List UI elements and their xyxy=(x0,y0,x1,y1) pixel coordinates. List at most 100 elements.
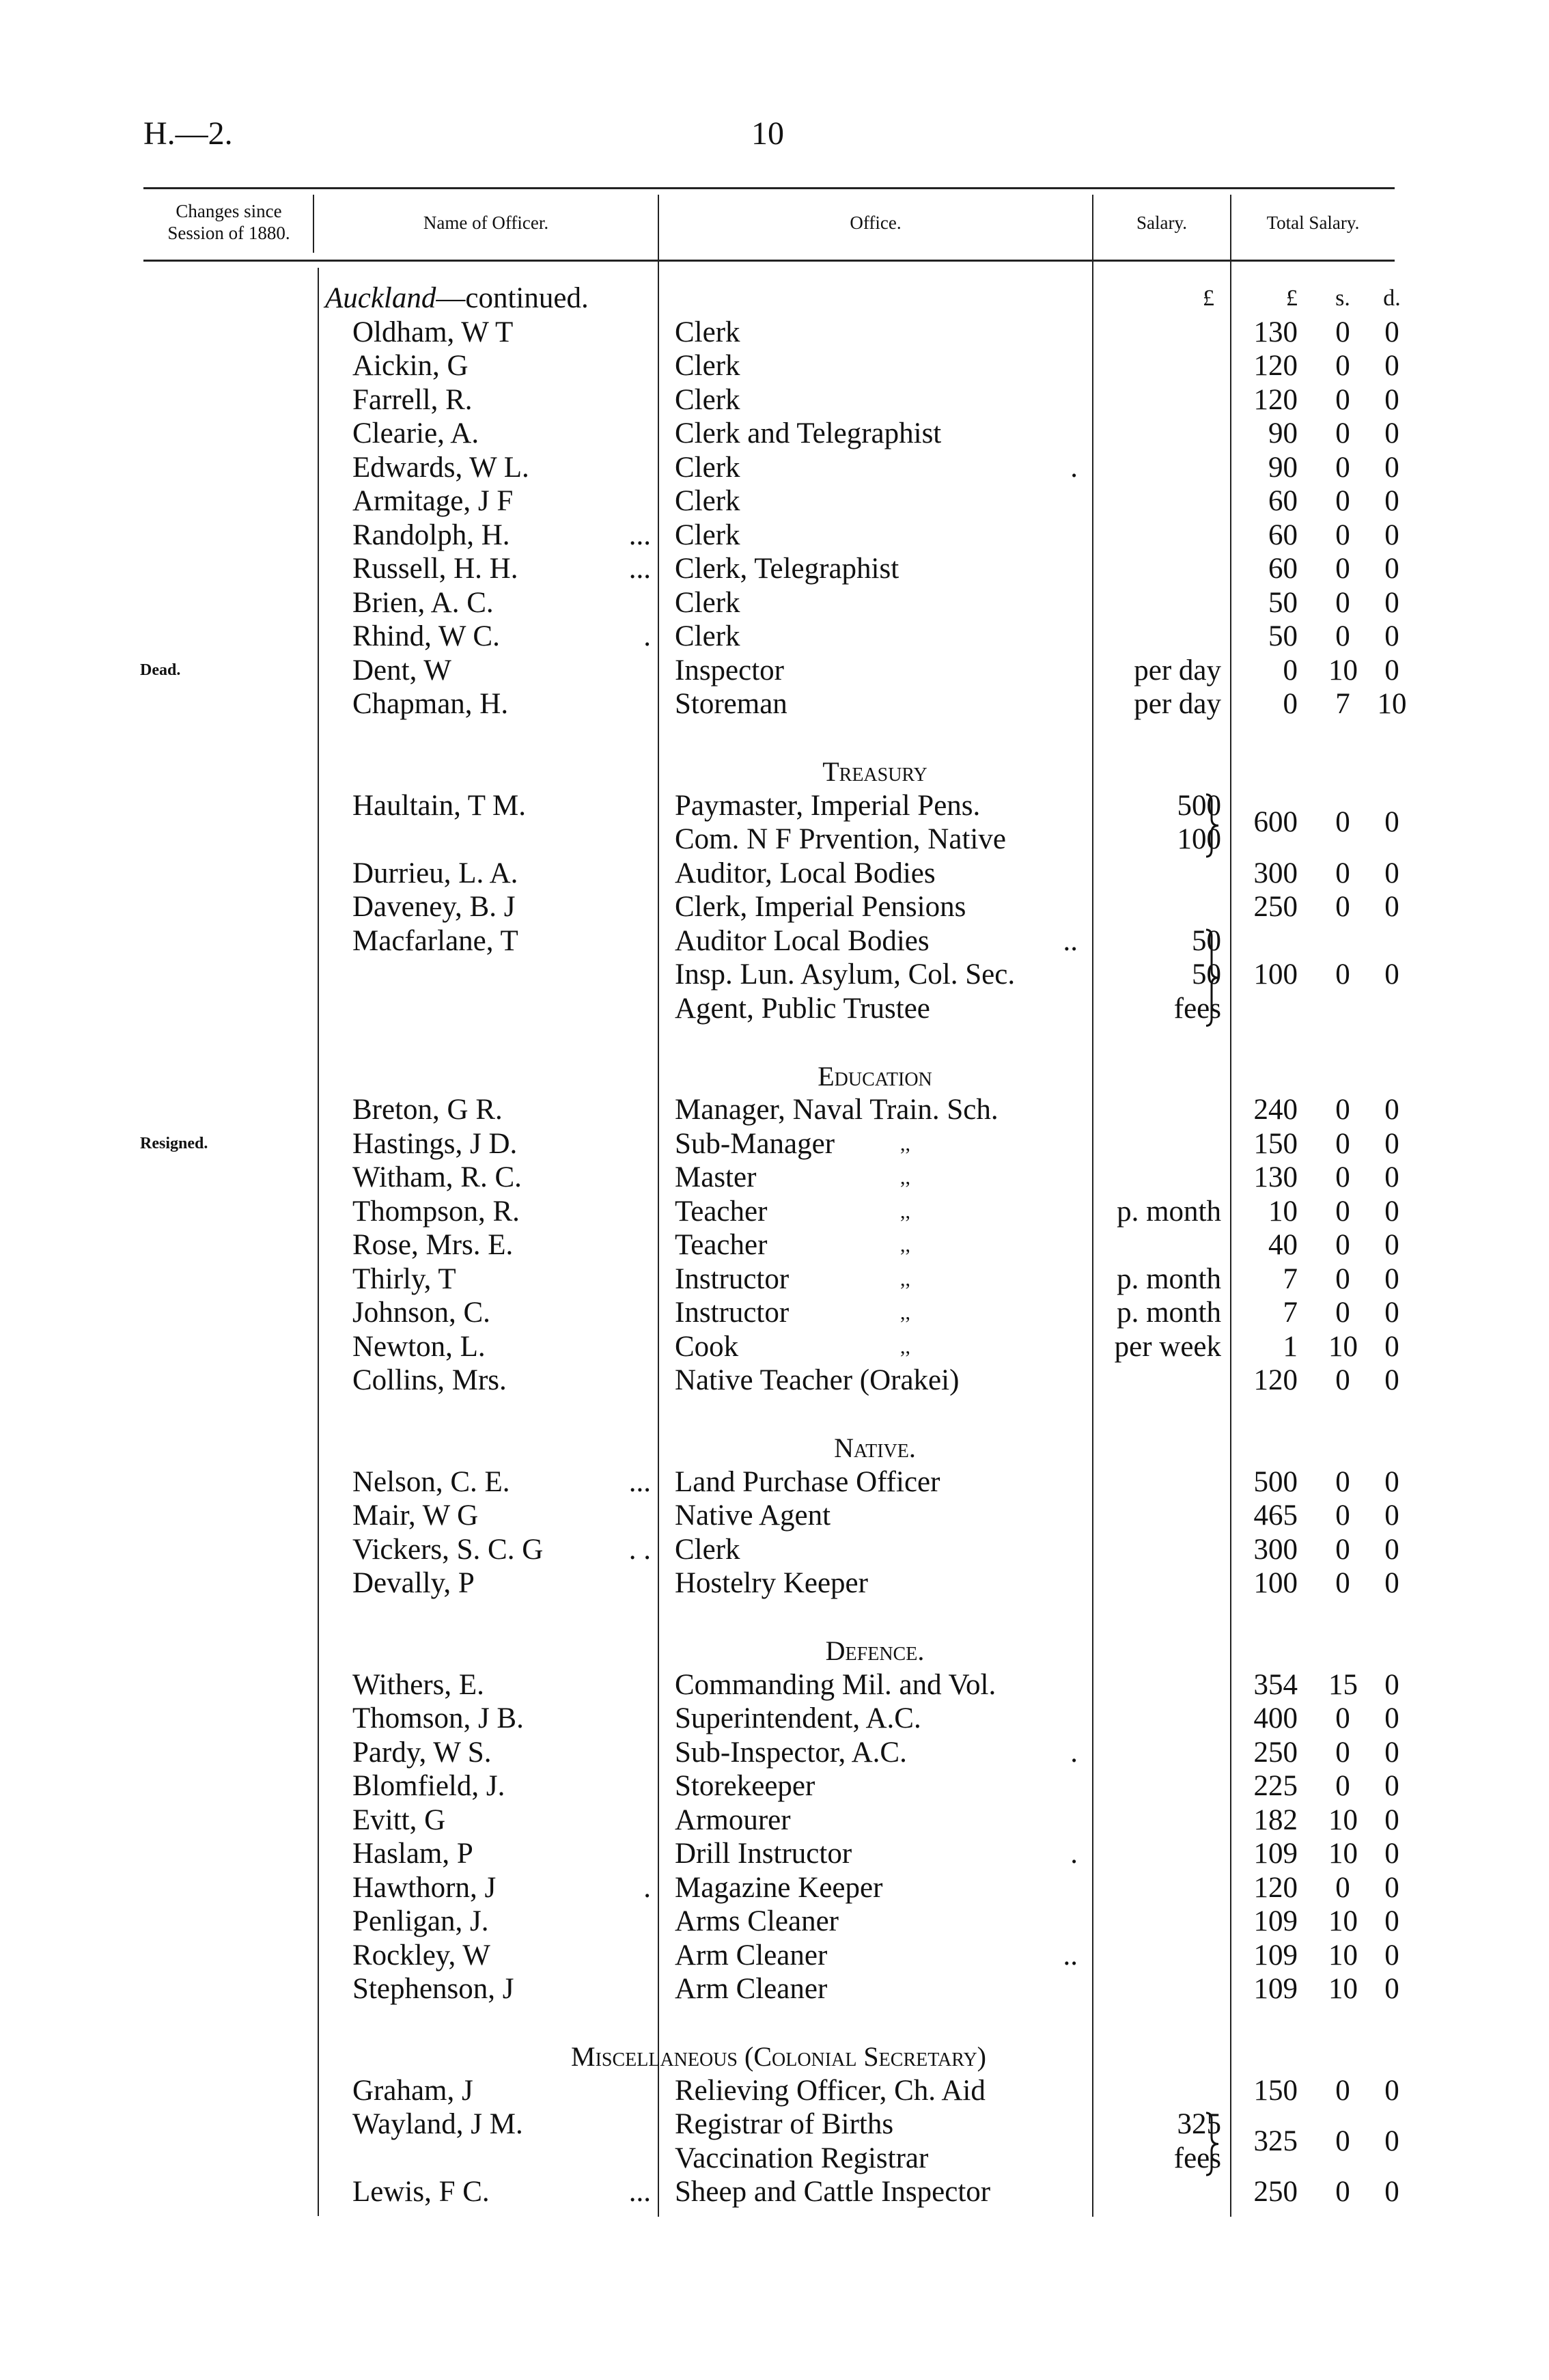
salary-value: p. month xyxy=(1117,1195,1221,1228)
total-pence: 0 xyxy=(1384,1939,1399,1971)
leader-dots: ... xyxy=(628,518,651,551)
total-pence: 10 xyxy=(1377,688,1407,720)
office-title: Clerk xyxy=(675,586,740,619)
total-shillings: 0 xyxy=(1335,518,1350,551)
office-title: Clerk, Telegraphist xyxy=(675,553,899,585)
officer-name: Johnson, C. xyxy=(352,1297,490,1329)
office-title: Storeman xyxy=(675,688,787,720)
total-pence: 0 xyxy=(1384,891,1399,923)
brace-icon xyxy=(1205,928,1219,1027)
section-heading-row: Miscellaneous (Colonial Secretary) xyxy=(0,2040,1549,2074)
table-row: Wayland, J M. Registrar of Births 325 325 0 0 xyxy=(0,2107,1549,2176)
officer-name: Penligan, J. xyxy=(352,1905,489,1937)
office-title: Armourer xyxy=(675,1803,791,1836)
total-shillings: 0 xyxy=(1335,417,1350,449)
total-shillings: 0 xyxy=(1335,586,1350,619)
total-pounds: 130 xyxy=(1253,316,1298,348)
total-pence: 0 xyxy=(1384,1465,1399,1498)
total-pounds: 500 xyxy=(1253,1465,1298,1498)
section-heading-row: Treasury xyxy=(0,755,1549,789)
table-row xyxy=(0,2006,1549,2040)
total-pounds: 250 xyxy=(1253,1736,1298,1769)
table-row: Aickin, G Clerk 120 0 0 xyxy=(0,349,1549,383)
table-row: Dead. Dent, W Inspector per day 0 10 0 xyxy=(0,654,1549,688)
table-row: Oldham, W T Clerk 130 0 0 xyxy=(0,316,1549,350)
salary-value: fees xyxy=(1173,2142,1221,2174)
officer-name: Durrieu, L. A. xyxy=(352,857,518,889)
total-shillings: 0 xyxy=(1335,350,1350,382)
total-pence: 0 xyxy=(1384,586,1399,619)
total-pounds: 182 xyxy=(1253,1803,1298,1836)
column-header-name: Name of Officer. xyxy=(423,212,549,233)
office-title: Superintendent, A.C. xyxy=(675,1702,921,1734)
total-pounds: 130 xyxy=(1253,1161,1298,1193)
officer-name: Hastings, J D. xyxy=(352,1127,518,1160)
table-row: Randolph, H.... Clerk 60 0 0 xyxy=(0,518,1549,553)
total-pounds: 600 xyxy=(1253,806,1298,839)
section-heading: Treasury xyxy=(822,756,927,787)
total-shillings: 0 xyxy=(1335,2074,1350,2107)
officer-name: Daveney, B. J xyxy=(352,891,516,923)
office-title: Agent, Public Trustee xyxy=(675,992,930,1025)
section-heading: Native. xyxy=(834,1433,916,1463)
table-row: Brien, A. C. Clerk 50 0 0 xyxy=(0,586,1549,620)
brace-icon xyxy=(1205,793,1219,857)
total-pence: 0 xyxy=(1384,620,1399,652)
office-title: Teacher xyxy=(675,1195,768,1228)
office-title: Clerk xyxy=(675,485,740,517)
total-pence: 0 xyxy=(1384,1195,1399,1228)
officer-name: Mair, W G xyxy=(352,1499,479,1532)
change-note: Resigned. xyxy=(140,1134,208,1152)
total-pounds: 109 xyxy=(1253,1939,1298,1971)
officer-name: Clearie, A. xyxy=(352,417,479,449)
leader-dots: . . xyxy=(628,1533,651,1566)
total-shillings: 0 xyxy=(1335,316,1350,348)
total-pence: 0 xyxy=(1384,485,1399,517)
total-pence: 0 xyxy=(1384,1905,1399,1937)
total-shillings: 0 xyxy=(1335,1499,1350,1532)
total-shillings: 0 xyxy=(1335,1702,1350,1734)
total-pounds: 120 xyxy=(1253,1364,1298,1396)
total-pounds: 7 xyxy=(1283,1262,1298,1295)
office-title: Inspector xyxy=(675,654,784,687)
column-header-changes: Changes since Session of 1880. xyxy=(167,201,290,243)
table-row: Blomfield, J. Storekeeper 225 0 0 xyxy=(0,1769,1549,1803)
total-pence: 0 xyxy=(1384,383,1399,416)
leader-dots: . xyxy=(1070,451,1078,484)
total-shillings: 0 xyxy=(1335,891,1350,923)
total-pence: 0 xyxy=(1384,1567,1399,1599)
total-shillings: 0 xyxy=(1335,1364,1350,1396)
total-pence: 0 xyxy=(1384,1364,1399,1396)
total-shillings: 0 xyxy=(1335,1567,1350,1599)
officer-name: Devally, P xyxy=(352,1567,475,1599)
office-title: Master xyxy=(675,1161,757,1193)
officer-name: Lewis, F C. xyxy=(352,2176,490,2208)
table-row: Com. N F Prvention, Native 100 xyxy=(0,822,1549,857)
officer-name: Rhind, W C. xyxy=(352,620,500,652)
total-pounds: 250 xyxy=(1253,891,1298,923)
total-shillings: 15 xyxy=(1328,1668,1358,1701)
section-heading-row: Defence. xyxy=(0,1634,1549,1668)
salary-value: 100 xyxy=(1177,823,1222,855)
office-title: Sub-Manager xyxy=(675,1127,835,1160)
total-shillings: 10 xyxy=(1328,1905,1358,1937)
header-top-rule xyxy=(143,187,1395,189)
column-divider xyxy=(658,195,659,2217)
section-heading: Miscellaneous (Colonial Secretary) xyxy=(571,2041,986,2072)
total-pence: 0 xyxy=(1384,553,1399,585)
officer-name: Nelson, C. E. xyxy=(352,1465,510,1498)
total-pence: 0 xyxy=(1384,1161,1399,1193)
officer-name: Wayland, J M. xyxy=(352,2108,523,2140)
office-title: Arm Cleaner xyxy=(675,1973,828,2005)
total-shillings: 0 xyxy=(1335,2125,1350,2157)
leader-dots: ... xyxy=(628,553,651,585)
officer-name: Dent, W xyxy=(352,654,451,687)
column-header-total: Total Salary. xyxy=(1266,212,1360,233)
total-pence: 0 xyxy=(1384,654,1399,687)
total-pence: 0 xyxy=(1384,1127,1399,1160)
table-row: Haslam, P Drill Instructor. 109 10 0 xyxy=(0,1837,1549,1871)
total-pence: 0 xyxy=(1384,1973,1399,2005)
office-title: Clerk xyxy=(675,620,740,652)
office-title: Drill Instructor xyxy=(675,1838,852,1870)
office-title: Teacher xyxy=(675,1229,768,1261)
